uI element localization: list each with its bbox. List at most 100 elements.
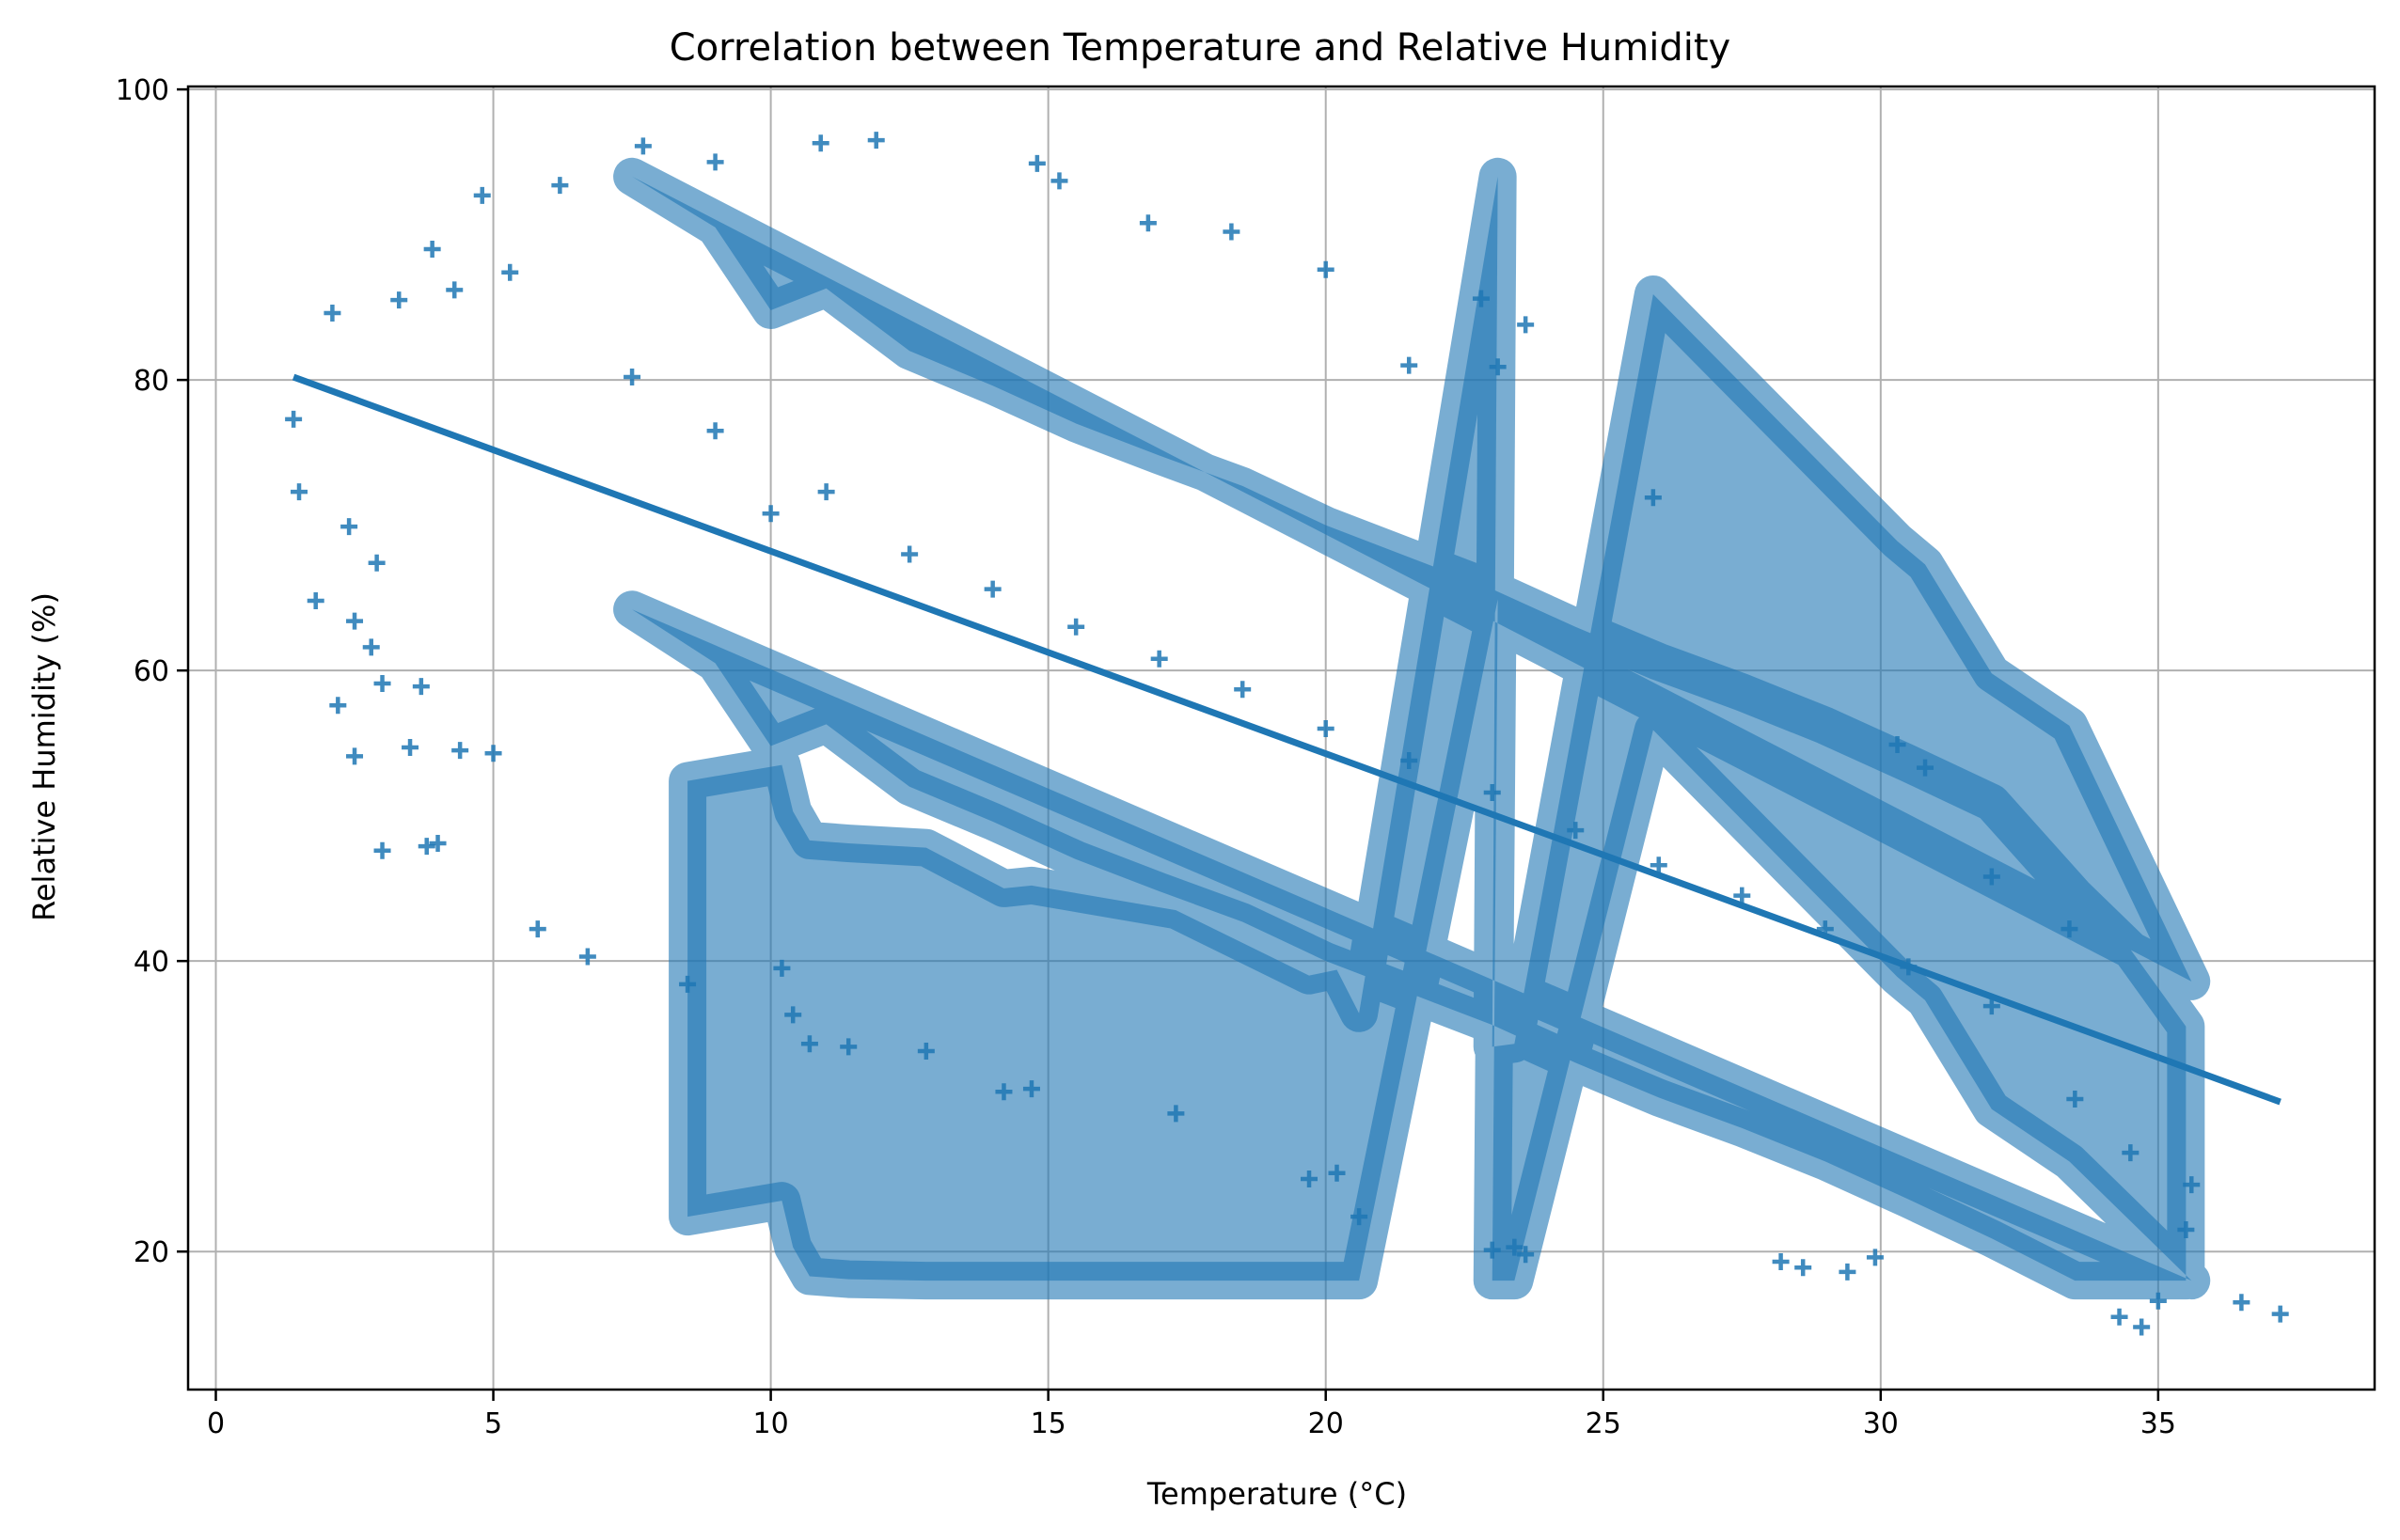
y-tick-label: 100 bbox=[116, 74, 169, 107]
data-point-marker bbox=[291, 483, 308, 501]
data-point-marker bbox=[901, 545, 919, 563]
data-point-marker bbox=[1483, 783, 1501, 801]
regression-line bbox=[292, 373, 2282, 1106]
data-point-marker bbox=[2061, 920, 2078, 938]
x-tick-label: 15 bbox=[1031, 1407, 1066, 1440]
data-point-marker bbox=[418, 838, 435, 856]
x-tick-label: 10 bbox=[753, 1407, 789, 1440]
x-tick-label: 35 bbox=[2140, 1407, 2176, 1440]
data-point-marker bbox=[1517, 316, 1535, 334]
data-point-marker bbox=[285, 410, 303, 428]
data-point-marker bbox=[773, 959, 791, 977]
data-point-marker bbox=[2183, 1176, 2201, 1194]
data-point-marker bbox=[2233, 1294, 2250, 1312]
data-point-marker bbox=[1644, 489, 1662, 507]
data-point-marker bbox=[984, 580, 1002, 598]
x-tick-label: 0 bbox=[207, 1407, 225, 1440]
data-point-marker bbox=[679, 975, 697, 993]
data-point-marker bbox=[1022, 1080, 1040, 1098]
data-point-marker bbox=[1400, 356, 1418, 374]
data-point-marker bbox=[1317, 719, 1334, 737]
data-point-marker bbox=[368, 554, 386, 572]
x-axis-label: Temperature (°C) bbox=[1146, 1476, 1407, 1512]
data-point-marker bbox=[2149, 1292, 2167, 1310]
data-point-marker bbox=[1567, 822, 1585, 840]
data-point-marker bbox=[451, 742, 469, 760]
data-point-marker bbox=[1772, 1253, 1790, 1271]
data-point-marker bbox=[373, 841, 391, 859]
data-point-marker bbox=[362, 638, 380, 656]
data-point-marker bbox=[1866, 1249, 1884, 1266]
data-point-marker bbox=[1400, 751, 1418, 769]
data-point-marker bbox=[1506, 1238, 1524, 1256]
data-point-marker bbox=[340, 518, 358, 536]
data-point-marker bbox=[1350, 1208, 1368, 1226]
data-point-marker bbox=[800, 1035, 818, 1053]
data-point-marker bbox=[634, 137, 652, 155]
data-point-marker bbox=[423, 241, 441, 259]
point-cloud bbox=[613, 157, 2211, 1300]
data-point-marker bbox=[501, 263, 519, 281]
data-point-marker bbox=[307, 591, 324, 609]
y-axis-label: Relative Humidity (%) bbox=[26, 592, 62, 921]
y-tick-label: 80 bbox=[134, 365, 169, 398]
data-point-marker bbox=[812, 134, 829, 152]
data-point-marker bbox=[762, 505, 780, 523]
data-point-marker bbox=[1650, 856, 1667, 874]
data-point-marker bbox=[578, 948, 596, 966]
x-tick-label: 25 bbox=[1586, 1407, 1621, 1440]
data-point-marker bbox=[1517, 1246, 1535, 1264]
data-point-marker bbox=[840, 1038, 858, 1056]
data-point-marker bbox=[1050, 172, 1068, 190]
data-point-marker bbox=[1150, 650, 1168, 668]
data-point-marker bbox=[706, 153, 724, 171]
data-point-marker bbox=[1888, 735, 1906, 753]
data-point-marker bbox=[1167, 1105, 1185, 1123]
data-point-marker bbox=[1982, 998, 2000, 1015]
data-point-marker bbox=[867, 132, 885, 149]
data-point-marker bbox=[390, 291, 408, 309]
data-point-marker bbox=[2271, 1305, 2289, 1323]
data-point-marker bbox=[429, 835, 447, 853]
data-point-marker bbox=[1794, 1259, 1812, 1277]
data-point-marker bbox=[1328, 1164, 1346, 1182]
data-point-marker bbox=[1733, 887, 1751, 904]
data-point-marker bbox=[1472, 290, 1490, 307]
data-point-marker bbox=[484, 745, 502, 762]
data-point-marker bbox=[324, 305, 341, 322]
data-point-marker bbox=[624, 369, 641, 386]
x-tick-label: 20 bbox=[1308, 1407, 1344, 1440]
data-point-marker bbox=[1067, 618, 1085, 636]
data-point-marker bbox=[1317, 260, 1334, 278]
data-point-marker bbox=[1982, 868, 2000, 886]
y-axis-ticks: 20 40 60 80 100 bbox=[116, 74, 188, 1269]
x-tick-label: 30 bbox=[1863, 1407, 1899, 1440]
data-point-marker bbox=[529, 920, 546, 938]
data-point-marker bbox=[1917, 759, 1934, 777]
data-points bbox=[285, 132, 2289, 1336]
x-tick-label: 5 bbox=[484, 1407, 502, 1440]
y-tick-label: 60 bbox=[134, 655, 169, 688]
y-tick-label: 20 bbox=[134, 1236, 169, 1269]
data-point-marker bbox=[917, 1042, 935, 1060]
data-point-marker bbox=[2177, 1221, 2195, 1239]
data-point-marker bbox=[1234, 681, 1252, 699]
data-point-marker bbox=[1839, 1263, 1856, 1281]
data-point-marker bbox=[2122, 1144, 2139, 1162]
data-point-marker bbox=[446, 281, 464, 299]
data-point-marker bbox=[473, 186, 491, 204]
x-axis-ticks: 0 5 10 15 20 25 30 35 bbox=[207, 1390, 2176, 1440]
data-point-marker bbox=[346, 612, 364, 630]
data-point-marker bbox=[1483, 1241, 1501, 1259]
data-point-marker bbox=[402, 739, 419, 757]
data-point-marker bbox=[1489, 358, 1507, 376]
data-point-marker bbox=[1028, 154, 1046, 172]
data-point-marker bbox=[329, 697, 347, 715]
data-point-marker bbox=[817, 483, 835, 501]
data-point-marker bbox=[551, 177, 569, 195]
data-point-marker bbox=[1139, 214, 1157, 232]
data-point-marker bbox=[373, 675, 391, 693]
dense-point-region bbox=[613, 157, 2211, 1300]
data-point-marker bbox=[706, 422, 724, 440]
